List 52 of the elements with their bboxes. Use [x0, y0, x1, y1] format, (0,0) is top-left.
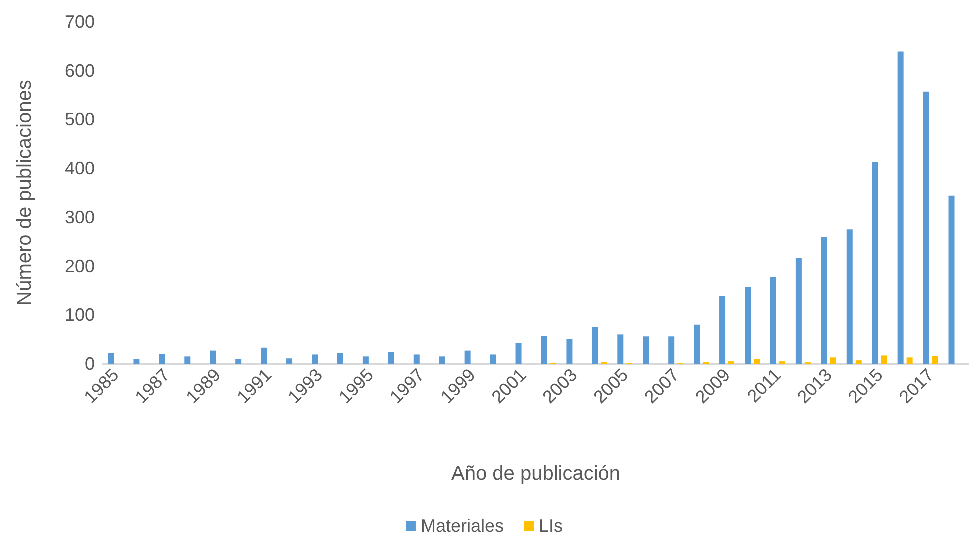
- x-axis-title: Año de publicación: [451, 463, 621, 485]
- bar: [618, 334, 624, 364]
- bar: [881, 356, 888, 364]
- bar: [490, 354, 496, 364]
- bar: [720, 296, 726, 364]
- bar: [830, 358, 836, 364]
- bar: [754, 359, 760, 364]
- y-tick-label: 700: [64, 12, 95, 32]
- y-tick-label: 400: [64, 158, 95, 179]
- bar: [770, 278, 776, 364]
- bar: [872, 162, 878, 364]
- bar: [668, 336, 675, 364]
- bar: [745, 287, 751, 364]
- bar: [464, 350, 471, 364]
- bar: [134, 359, 140, 364]
- bar: [184, 356, 191, 364]
- bar: [923, 92, 930, 364]
- bar: [906, 358, 913, 364]
- bar: [286, 358, 293, 364]
- y-tick-label: 100: [64, 305, 95, 326]
- bar: [210, 350, 216, 364]
- bar: [846, 230, 853, 364]
- y-tick-label: 0: [84, 354, 95, 374]
- legend-label: LIs: [539, 516, 564, 536]
- bar: [312, 354, 318, 364]
- bar: [694, 324, 700, 364]
- bar: [541, 336, 548, 364]
- bar: [566, 339, 573, 364]
- bar: [388, 352, 394, 364]
- bar: [932, 356, 938, 364]
- bar: [108, 353, 114, 364]
- y-tick-label: 200: [64, 256, 95, 276]
- bar: [821, 237, 828, 364]
- bar: [236, 359, 242, 364]
- y-tick-label: 600: [64, 60, 95, 81]
- bar: [796, 258, 802, 364]
- y-axis-title: Número de publicaciones: [14, 80, 36, 306]
- bar: [516, 342, 522, 364]
- y-tick-label: 300: [64, 207, 95, 228]
- bar: [439, 356, 446, 364]
- bar: [643, 336, 650, 364]
- legend-label: Materiales: [420, 516, 504, 536]
- bar: [159, 354, 166, 364]
- bar: [261, 348, 268, 364]
- y-tick-label: 500: [64, 110, 95, 130]
- bar: [948, 196, 955, 364]
- bar: [856, 360, 862, 364]
- bar: [898, 52, 904, 364]
- bar: [362, 356, 369, 364]
- bar: [337, 353, 344, 364]
- bar: [592, 327, 598, 364]
- bar: [414, 354, 420, 364]
